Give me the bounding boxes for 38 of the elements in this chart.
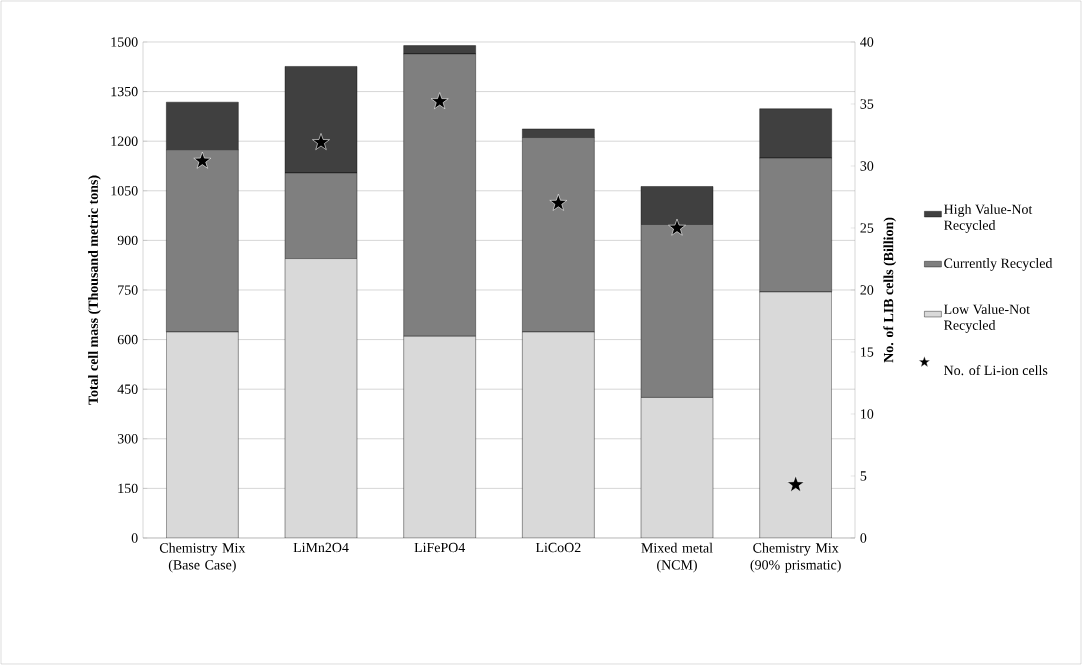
y-tick-label: 1050 (111, 186, 138, 196)
y-tick-label: 750 (118, 285, 138, 295)
y2-tick-label: 0 (860, 533, 867, 543)
point (668, 218, 686, 236)
y2-tick-label: 15 (861, 347, 874, 357)
y2-tick-label: 25 (860, 223, 874, 233)
y2-tick-label: 40 (860, 37, 874, 47)
point (430, 92, 449, 110)
y2-tick-label: 10 (861, 409, 874, 419)
y-tick-label: 300 (117, 434, 138, 444)
y-tick-label: 150 (118, 483, 138, 494)
legend-label: High Value-Not Recycled (944, 204, 1033, 233)
x-tick-label: LiFePO4 (414, 542, 466, 553)
y2-axis-title: No. of LIB cells (Billion) (883, 217, 897, 363)
y-tick-label: 1350 (111, 86, 138, 97)
y2-tick-label: 5 (860, 471, 867, 481)
point (786, 475, 805, 493)
y-tick-label: 450 (117, 384, 138, 394)
legend-label: No. of Li-ion cells (944, 365, 1048, 376)
y2-tick-label: 35 (860, 99, 874, 109)
y2-tick-label: 20 (860, 285, 874, 295)
legend-label: Low Value-Not Recycled (944, 304, 1030, 333)
y-tick-label: 1500 (111, 37, 138, 47)
x-tick-label: Chemistry Mix (90% prismatic) (750, 542, 841, 573)
point (549, 193, 568, 211)
point (312, 133, 330, 150)
x-tick-label: LiMn2O4 (293, 542, 349, 553)
y2-tick-label: 30 (860, 161, 874, 171)
x-tick-label: Chemistry Mix (Base Case) (159, 542, 246, 573)
y-tick-label: 1200 (111, 136, 138, 146)
y-tick-label: 600 (117, 334, 138, 345)
point (193, 151, 212, 169)
y-axis-title: Total cell mass (Thousand metric tons) (88, 175, 101, 405)
x-tick-label: LiCoO2 (535, 542, 581, 553)
x-tick-label: Mixed metal (NCM) (641, 542, 713, 573)
y-tick-label: 900 (117, 235, 138, 246)
legend-label: Currently Recycled (944, 258, 1053, 271)
y-tick-label: 0 (131, 533, 138, 543)
